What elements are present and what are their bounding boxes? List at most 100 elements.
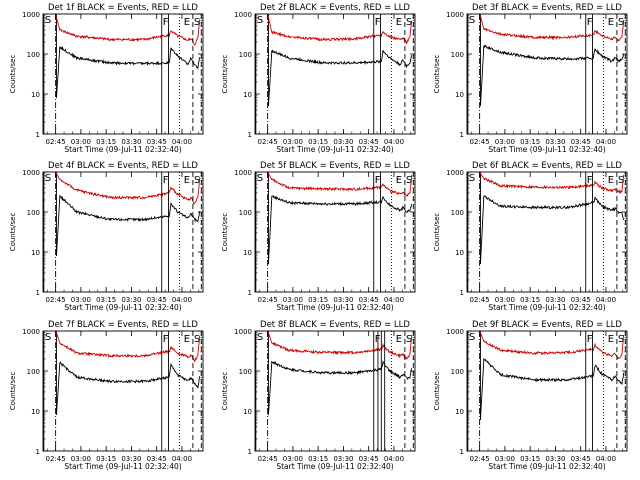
y-axis-label: Counts/sec xyxy=(9,372,17,411)
f-marker-label: F xyxy=(163,17,169,28)
x-axis-label: Start Time (09-Jul-11 02:32:40) xyxy=(488,462,605,471)
chart-panel-3: Det 3f BLACK = Events, RED = LLD Counts/s… xyxy=(433,3,628,154)
e-marker-label: E xyxy=(184,17,190,28)
y-tick-label: 100 xyxy=(239,51,252,59)
f-marker-label: F xyxy=(163,334,169,345)
x-tick-label: 03:15 xyxy=(520,455,540,463)
x-tick-label: 03:30 xyxy=(333,138,353,146)
x-tick-label: 02:45 xyxy=(258,138,278,146)
x-tick-label: 04:00 xyxy=(384,455,404,463)
x-tick-label: 03:45 xyxy=(147,138,167,146)
y-tick-label: 100 xyxy=(27,368,40,376)
x-axis-label: Start Time (09-Jul-11 02:32:40) xyxy=(276,303,393,312)
e-marker-label: E xyxy=(396,334,402,345)
x-tick-label: 02:45 xyxy=(46,296,66,304)
series-events-line xyxy=(268,195,413,265)
x-tick-label: 04:00 xyxy=(172,296,192,304)
x-tick-label: 03:00 xyxy=(283,296,303,304)
plot-frame xyxy=(42,171,204,293)
chart-panel-4: Det 4f BLACK = Events, RED = LLD Counts/s… xyxy=(9,161,204,312)
y-axis-label: Counts/sec xyxy=(221,213,229,252)
x-tick-label: 03:45 xyxy=(571,455,591,463)
panel-title: Det 7f BLACK = Events, RED = LLD xyxy=(48,320,198,330)
panel-title: Det 2f BLACK = Events, RED = LLD xyxy=(260,3,410,13)
series-lld-line xyxy=(56,17,201,46)
series-events-line xyxy=(480,44,625,107)
x-tick-label: 04:00 xyxy=(596,455,616,463)
x-tick-label: 03:00 xyxy=(495,296,515,304)
f-marker-label: F xyxy=(587,17,593,28)
y-tick-label: 1 xyxy=(36,131,40,139)
x-axis-label: Start Time (09-Jul-11 02:32:40) xyxy=(488,303,605,312)
x-tick-label: 03:30 xyxy=(121,138,141,146)
y-tick-label: 1 xyxy=(460,131,464,139)
y-tick-label: 1000 xyxy=(22,328,40,336)
y-axis-label: Counts/sec xyxy=(9,55,17,94)
y-tick-label: 1 xyxy=(248,289,252,297)
x-tick-label: 04:00 xyxy=(384,296,404,304)
y-tick-label: 100 xyxy=(451,209,464,217)
x-axis-label: Start Time (09-Jul-11 02:32:40) xyxy=(276,145,393,154)
x-tick-label: 03:00 xyxy=(71,296,91,304)
f-marker-label: F xyxy=(375,175,381,186)
series-events-line xyxy=(56,194,201,256)
f-marker-label: F xyxy=(375,17,381,28)
series-events-line xyxy=(56,361,201,415)
x-tick-label: 03:30 xyxy=(333,455,353,463)
x-tick-label: 03:15 xyxy=(96,455,116,463)
e-marker-label: E xyxy=(184,175,190,186)
x-tick-label: 03:00 xyxy=(71,138,91,146)
e-marker-label: E xyxy=(396,17,402,28)
y-tick-label: 1 xyxy=(248,448,252,456)
y-tick-label: 100 xyxy=(27,51,40,59)
panel-title: Det 3f BLACK = Events, RED = LLD xyxy=(472,3,622,13)
y-axis-label: Counts/sec xyxy=(221,372,229,411)
f-marker-label: F xyxy=(163,175,169,186)
x-tick-label: 03:45 xyxy=(359,455,379,463)
x-tick-label: 03:45 xyxy=(571,296,591,304)
plot-frame xyxy=(466,330,628,452)
x-tick-label: 04:00 xyxy=(596,138,616,146)
y-tick-label: 10 xyxy=(455,91,464,99)
y-tick-label: 10 xyxy=(243,91,252,99)
panel-title: Det 9f BLACK = Events, RED = LLD xyxy=(472,320,622,330)
s-marker-label: S xyxy=(257,173,263,184)
y-tick-label: 1 xyxy=(248,131,252,139)
x-tick-label: 03:45 xyxy=(359,138,379,146)
chart-panel-1: Det 1f BLACK = Events, RED = LLD Counts/s… xyxy=(9,3,204,154)
x-tick-label: 03:45 xyxy=(571,138,591,146)
x-tick-label: 03:30 xyxy=(545,138,565,146)
s-marker-label: S xyxy=(45,332,51,343)
y-tick-label: 1000 xyxy=(234,169,252,177)
x-tick-label: 02:45 xyxy=(46,138,66,146)
x-tick-label: 03:15 xyxy=(96,296,116,304)
x-tick-label: 03:30 xyxy=(121,455,141,463)
s-marker-label: S xyxy=(469,173,475,184)
e-marker-label: E xyxy=(608,334,614,345)
y-tick-label: 100 xyxy=(239,368,252,376)
plot-frame xyxy=(466,13,628,135)
chart-panel-6: Det 6f BLACK = Events, RED = LLD Counts/s… xyxy=(433,161,628,312)
f-marker-label: F xyxy=(587,334,593,345)
x-tick-label: 03:15 xyxy=(96,138,116,146)
series-events-line xyxy=(268,49,413,107)
y-tick-label: 10 xyxy=(243,249,252,257)
x-tick-label: 04:00 xyxy=(384,138,404,146)
s-end-marker-label: S xyxy=(194,175,200,186)
x-tick-label: 03:00 xyxy=(283,138,303,146)
chart-panel-8: Det 8f BLACK = Events, RED = LLD Counts/s… xyxy=(221,320,416,471)
x-axis-label: Start Time (09-Jul-11 02:32:40) xyxy=(276,462,393,471)
y-tick-label: 1000 xyxy=(234,11,252,19)
y-tick-label: 100 xyxy=(451,368,464,376)
x-axis-label: Start Time (09-Jul-11 02:32:40) xyxy=(488,145,605,154)
series-events-line xyxy=(56,45,201,98)
series-lld-line xyxy=(480,15,625,42)
plot-frame xyxy=(42,13,204,135)
s-marker-label: S xyxy=(469,332,475,343)
x-tick-label: 03:45 xyxy=(147,455,167,463)
x-axis-label: Start Time (09-Jul-11 02:32:40) xyxy=(64,145,181,154)
s-marker-label: S xyxy=(45,173,51,184)
x-tick-label: 03:45 xyxy=(359,296,379,304)
x-tick-label: 02:45 xyxy=(470,138,490,146)
